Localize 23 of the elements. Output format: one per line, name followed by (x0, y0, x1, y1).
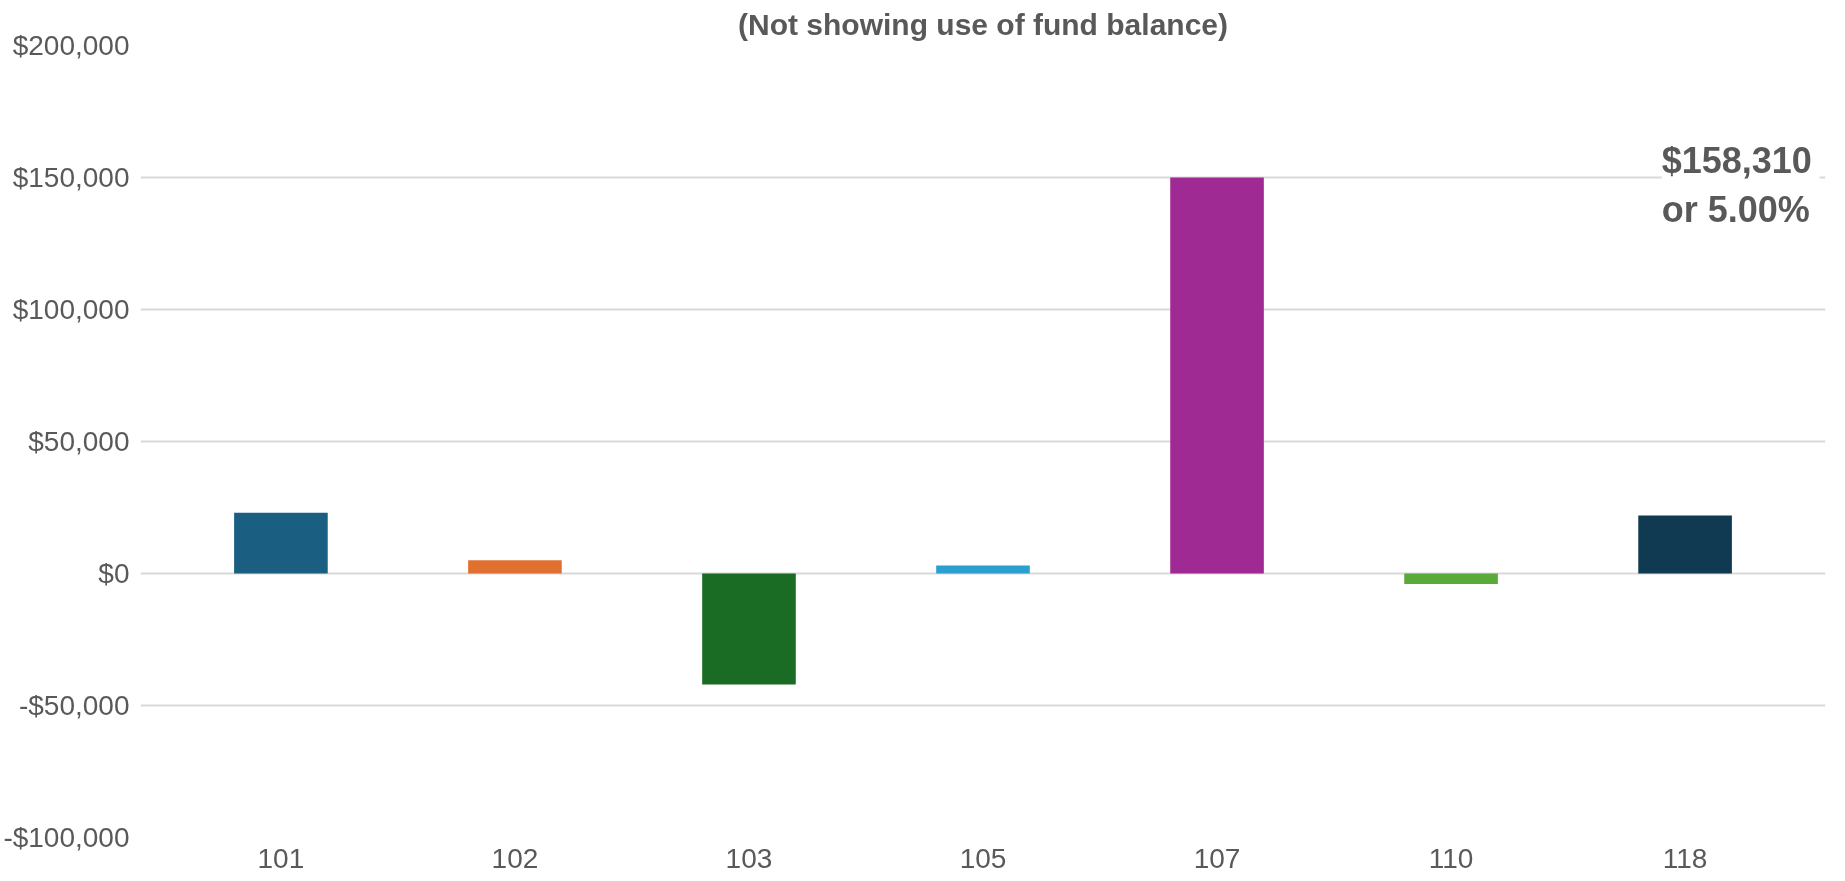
x-tick-label: 107 (1193, 842, 1241, 874)
y-tick-label: $150,000 (12, 162, 130, 193)
bar (936, 565, 1030, 574)
x-tick-label: 102 (491, 842, 539, 874)
x-tick-label: 105 (959, 842, 1007, 874)
bar (1170, 177, 1264, 574)
x-tick-label: 118 (1662, 842, 1708, 874)
y-tick-label: -$50,000 (18, 690, 130, 721)
y-tick-label: $200,000 (12, 30, 130, 61)
annotation: $158,310 or 5.00% (1661, 140, 1812, 231)
bar (1638, 515, 1732, 574)
y-tick-label: $50,000 (28, 426, 130, 457)
bar (234, 512, 328, 574)
y-tick-label: -$100,000 (3, 822, 130, 853)
chart-title: (Not showing use of fund balance) (738, 7, 1228, 41)
x-tick-label: 103 (725, 842, 773, 874)
y-tick-label: $100,000 (12, 294, 130, 325)
bar (468, 560, 562, 574)
y-tick-label: $0 (98, 558, 130, 589)
bar (702, 573, 796, 685)
x-tick-label: 101 (257, 842, 305, 874)
x-tick-label: 110 (1428, 842, 1474, 874)
bar (1404, 573, 1498, 585)
